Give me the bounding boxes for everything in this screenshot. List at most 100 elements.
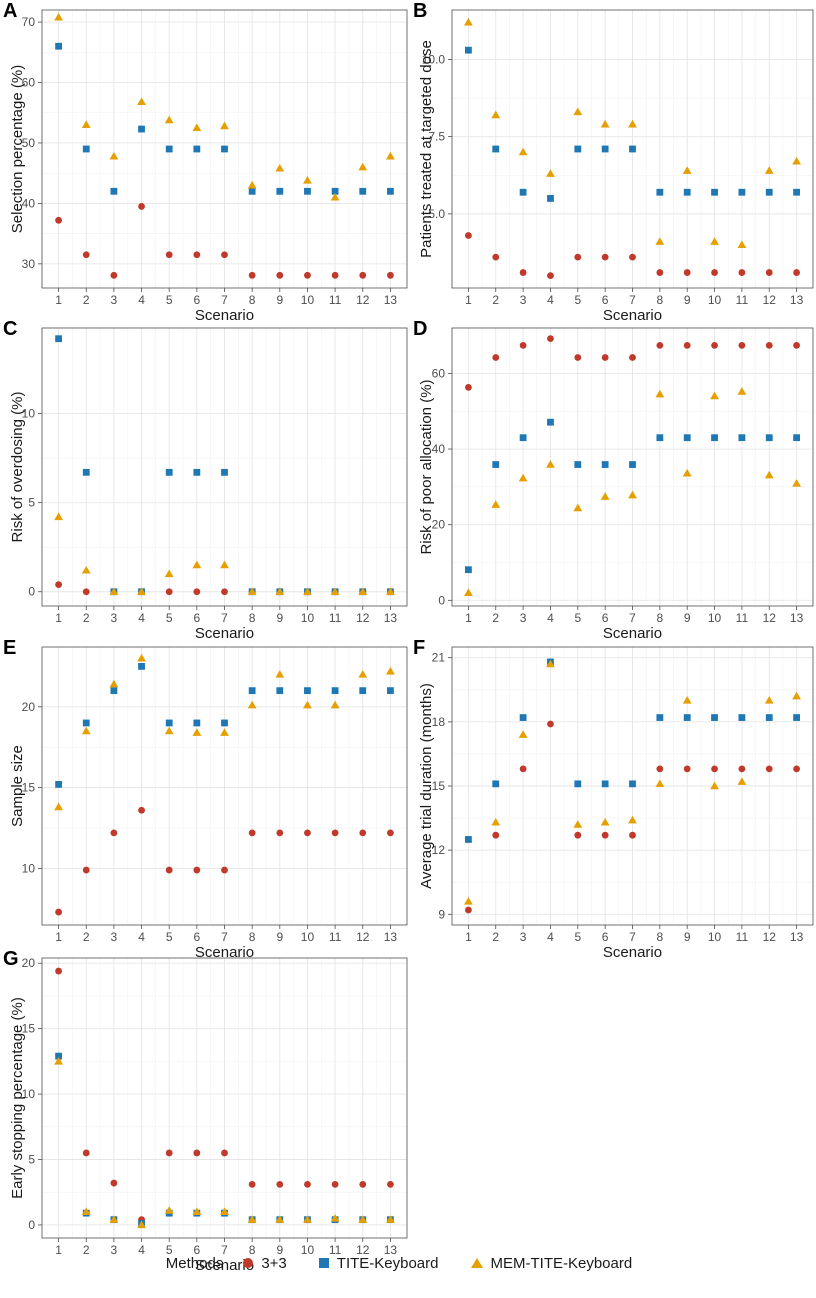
point-d-s1 — [683, 434, 691, 442]
point-c-s2 — [109, 587, 119, 595]
point-c-s0 — [55, 581, 62, 589]
point-c-s2 — [192, 560, 202, 569]
x-tick-label: 7 — [629, 930, 636, 944]
point-b-s0 — [465, 232, 472, 239]
point-f-s1 — [574, 780, 582, 788]
legend-triangle-icon — [470, 1258, 483, 1268]
x-tick-label: 13 — [384, 611, 398, 625]
point-a-s0 — [193, 251, 201, 259]
panel-letter: A — [3, 0, 17, 22]
x-tick-label: 5 — [574, 293, 581, 307]
point-c-s2 — [220, 560, 229, 569]
point-e-s1 — [304, 687, 311, 695]
x-tick-label: 10 — [301, 611, 315, 625]
point-a-s2 — [220, 121, 229, 130]
point-b-s0 — [547, 272, 554, 280]
x-tick-label: 11 — [736, 611, 749, 625]
x-tick-label: 6 — [194, 930, 201, 944]
x-tick-label: 8 — [249, 930, 256, 944]
x-tick-label: 2 — [83, 930, 90, 944]
point-f-s2 — [737, 777, 747, 785]
point-e-s1 — [331, 687, 339, 695]
point-f-s2 — [682, 696, 692, 704]
point-b-s0 — [765, 269, 773, 276]
point-d-s1 — [519, 434, 527, 442]
point-g-s0 — [193, 1149, 201, 1157]
point-g-s0 — [276, 1180, 284, 1188]
point-b-s0 — [574, 253, 582, 261]
x-tick-label: 12 — [763, 930, 777, 944]
x-tick-label: 12 — [356, 1243, 370, 1257]
y-tick-label: 9 — [438, 907, 445, 921]
point-a-s2 — [386, 151, 395, 160]
point-f-s2 — [464, 897, 473, 905]
point-a-s2 — [54, 12, 63, 21]
point-d-s1 — [574, 461, 582, 468]
point-e-s1 — [165, 719, 173, 727]
x-tick-label: 4 — [138, 611, 145, 625]
x-tick-label: 2 — [492, 611, 499, 625]
y-tick-label: 70 — [22, 15, 36, 29]
legend-square-icon — [318, 1258, 329, 1268]
point-a-s0 — [248, 271, 256, 279]
point-a-s1 — [359, 187, 367, 195]
x-tick-label: 12 — [763, 611, 777, 625]
point-f-s0 — [656, 765, 664, 773]
point-a-s0 — [304, 271, 311, 279]
point-d-s0 — [574, 354, 582, 361]
y-tick-label: 10 — [22, 861, 36, 875]
point-e-s2 — [247, 700, 257, 709]
y-tick-label: 12 — [432, 843, 446, 857]
x-tick-label: 10 — [301, 293, 315, 307]
point-f-s0 — [601, 831, 609, 839]
x-tick-label: 1 — [55, 611, 62, 625]
point-a-s1 — [110, 187, 118, 195]
y-tick-label: 40 — [432, 442, 446, 456]
legend-label-tite: TITE-Keyboard — [336, 1254, 439, 1272]
point-b-s0 — [656, 269, 664, 276]
point-a-s1 — [221, 145, 228, 153]
x-tick-label: 1 — [55, 930, 62, 944]
point-f-s2 — [491, 817, 501, 826]
x-tick-label: 9 — [276, 1243, 283, 1257]
point-a-s1 — [193, 145, 201, 153]
x-tick-label: 11 — [329, 930, 342, 944]
x-tick-label: 1 — [55, 1243, 62, 1257]
point-f-s1 — [629, 780, 636, 788]
x-tick-label: 3 — [520, 611, 527, 625]
point-a-s1 — [165, 145, 173, 153]
point-b-s1 — [574, 145, 582, 153]
point-d-s0 — [601, 354, 609, 361]
point-e-s0 — [304, 829, 311, 837]
x-tick-label: 6 — [602, 293, 609, 307]
x-tick-label: 7 — [221, 611, 228, 625]
point-c-s0 — [221, 588, 228, 596]
point-b-s0 — [683, 269, 691, 276]
point-e-s2 — [220, 728, 229, 736]
point-c-s0 — [193, 588, 201, 596]
y-tick-label: 0 — [28, 1218, 35, 1232]
point-f-s2 — [546, 659, 555, 668]
x-tick-label: 6 — [602, 611, 609, 625]
point-d-s1 — [629, 461, 636, 468]
y-axis-title: Selection percentage (%) — [9, 65, 26, 233]
point-b-s2 — [655, 237, 665, 245]
point-e-s2 — [192, 728, 202, 736]
point-e-s1 — [55, 780, 62, 788]
x-tick-label: 7 — [221, 930, 228, 944]
point-f-s0 — [465, 906, 472, 914]
x-tick-label: 9 — [276, 930, 283, 944]
x-tick-label: 8 — [657, 293, 664, 307]
point-d-s0 — [492, 354, 500, 361]
point-b-s2 — [464, 17, 473, 26]
point-e-s1 — [387, 687, 394, 695]
x-tick-label: 11 — [329, 293, 342, 307]
point-g-s2 — [54, 1056, 63, 1065]
point-a-s0 — [110, 271, 118, 279]
point-a-s1 — [304, 187, 311, 195]
x-tick-label: 3 — [111, 930, 118, 944]
point-g-s2 — [275, 1215, 285, 1223]
point-b-s2 — [600, 119, 610, 128]
